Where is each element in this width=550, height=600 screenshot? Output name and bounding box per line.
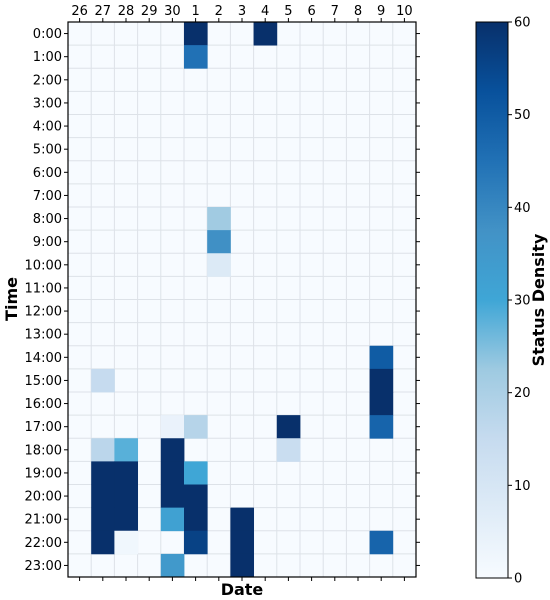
colorbar-tick-label: 20 (514, 386, 531, 401)
heatmap-cell (160, 553, 185, 578)
y-tick-label: 8:00 (33, 212, 62, 227)
heatmap-cell (207, 253, 231, 277)
heatmap-cell (369, 415, 394, 439)
colorbar-tick-label: 40 (514, 201, 531, 216)
y-tick-label: 3:00 (33, 96, 62, 111)
x-tick-label: 26 (71, 4, 88, 19)
y-tick-label: 10:00 (25, 258, 62, 273)
heatmap-cell (91, 438, 115, 462)
y-tick-label: 0:00 (33, 27, 62, 42)
colorbar (475, 21, 509, 579)
heatmap-cell (230, 530, 254, 555)
colorbar-tick-label: 60 (514, 16, 531, 31)
heatmap-cell (160, 438, 185, 462)
heatmap-cell (369, 368, 394, 393)
heatmap-cell (184, 22, 208, 46)
x-tick-labels: 26 27 28 29 30 1 2 3 4 5 6 7 8 9 10 (71, 4, 412, 19)
x-tick-label: 7 (331, 4, 339, 19)
heatmap-cell (160, 415, 185, 439)
y-tick-label: 15:00 (25, 374, 62, 389)
grid (68, 22, 416, 577)
y-tick-label: 17:00 (25, 420, 62, 435)
colorbar-tick-label: 30 (514, 294, 531, 309)
y-tick-label: 1:00 (33, 50, 62, 65)
y-tick-labels: 0:00 1:00 2:00 3:00 4:00 5:00 6:00 7:00 8:00 9:00… (25, 27, 62, 574)
heatmap-cell (91, 461, 115, 485)
y-tick-label: 5:00 (33, 143, 62, 158)
y-tick-label: 9:00 (33, 235, 62, 250)
heatmap-cell (184, 461, 208, 485)
heatmap-cell (114, 530, 138, 555)
heatmap-cell (230, 553, 254, 578)
heatmap-cell (114, 461, 138, 485)
axis-ticks (64, 18, 420, 581)
heatmap-cell (207, 230, 231, 254)
heatmap-cell (369, 530, 394, 555)
x-tick-label: 6 (307, 4, 315, 19)
x-tick-label: 30 (164, 4, 181, 19)
x-axis-title: Date (221, 580, 264, 599)
x-tick-label: 3 (238, 4, 246, 19)
heatmap-cell (369, 392, 394, 416)
heatmap-cell (114, 484, 138, 509)
y-tick-label: 19:00 (25, 466, 62, 481)
x-tick-label: 29 (141, 4, 158, 19)
y-tick-label: 4:00 (33, 120, 62, 135)
x-tick-label: 2 (215, 4, 223, 19)
heatmap-cell (184, 45, 208, 69)
heatmap-cell (184, 415, 208, 439)
colorbar-ticks: 0 10 20 30 40 50 60 (508, 16, 531, 587)
heatmap-cell (276, 415, 301, 439)
x-tick-label: 8 (354, 4, 362, 19)
colorbar-tick-label: 10 (514, 479, 531, 494)
y-tick-label: 6:00 (33, 166, 62, 181)
colorbar-tick-label: 0 (514, 572, 522, 587)
heatmap-cell (114, 438, 138, 462)
y-tick-label: 18:00 (25, 443, 62, 458)
y-tick-label: 23:00 (25, 559, 62, 574)
heatmap-cell (114, 507, 138, 532)
heatmap-cell (160, 484, 185, 509)
y-tick-label: 2:00 (33, 73, 62, 88)
heatmap-cell (91, 530, 115, 555)
y-tick-label: 16:00 (25, 397, 62, 412)
y-tick-label: 20:00 (25, 490, 62, 505)
colorbar-title: Status Density (529, 233, 548, 366)
colorbar-tick-label: 50 (514, 108, 531, 123)
y-tick-label: 22:00 (25, 536, 62, 551)
x-tick-label: 9 (377, 4, 385, 19)
heatmap-cell (91, 507, 115, 532)
y-tick-label: 12:00 (25, 305, 62, 320)
heatmap-cell (91, 368, 115, 393)
heatmap-cell (276, 438, 301, 462)
x-tick-label: 1 (191, 4, 199, 19)
heatmap-cell (160, 461, 185, 485)
x-tick-label: 4 (261, 4, 269, 19)
heatmap-cell (207, 207, 231, 231)
heatmap-cells (91, 22, 394, 578)
heatmap-cell (91, 484, 115, 509)
heatmap-cell (184, 484, 208, 509)
x-tick-label: 27 (95, 4, 112, 19)
heatmap-cell (369, 345, 394, 370)
y-tick-label: 7:00 (33, 189, 62, 204)
heatmap-cell (230, 507, 254, 532)
y-tick-label: 13:00 (25, 328, 62, 343)
y-tick-label: 14:00 (25, 351, 62, 366)
x-tick-label: 28 (118, 4, 135, 19)
x-tick-label: 5 (284, 4, 292, 19)
y-tick-label: 11:00 (25, 281, 62, 296)
y-axis-title: Time (2, 277, 21, 321)
y-tick-label: 21:00 (25, 513, 62, 528)
heatmap-cell (160, 507, 185, 532)
heatmap-cell (184, 530, 208, 555)
x-tick-label: 10 (396, 4, 413, 19)
heatmap-cell (253, 22, 278, 46)
heatmap-cell (184, 507, 208, 532)
